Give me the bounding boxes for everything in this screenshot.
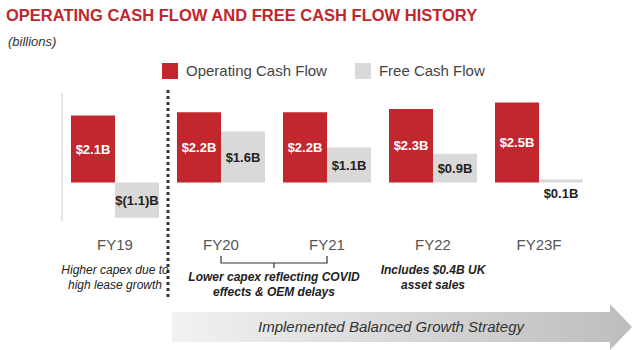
html-text:Includes $0.4B UK asset sales: Includes $0.4B UK asset sales: [380, 263, 486, 292]
svg-text:$0.9B: $0.9B: [438, 161, 473, 176]
html-text:Lower capex reflecting COVID e: Lower capex reflecting COVID effects & O…: [188, 270, 360, 299]
svg-text:$2.2B: $2.2B: [182, 140, 217, 155]
svg-text:$2.1B: $2.1B: [76, 142, 111, 157]
svg-text:FY23F: FY23F: [516, 236, 561, 253]
svg-text:$2.2B: $2.2B: [288, 140, 323, 155]
html-text:OPERATING CASH FLOW AND FREE C: OPERATING CASH FLOW AND FREE CASH FLOW H…: [6, 6, 478, 24]
html-text:Free Cash Flow: Free Cash Flow: [378, 62, 485, 79]
svg-text:FY19: FY19: [97, 236, 133, 253]
svg-text:FY21: FY21: [309, 236, 345, 253]
svg-text:$(1.1)B: $(1.1)B: [115, 193, 158, 208]
svg-text:FY20: FY20: [203, 236, 239, 253]
svg-text:$1.1B: $1.1B: [332, 158, 367, 173]
svg-text:$0.1B: $0.1B: [544, 186, 579, 201]
html-text:Operating Cash Flow: Operating Cash Flow: [186, 62, 327, 79]
svg-text:FY22: FY22: [415, 236, 451, 253]
html-text:(billions): (billions): [8, 34, 57, 49]
svg-text:$2.3B: $2.3B: [394, 138, 429, 153]
html-text:Higher capex due to high lease: Higher capex due to high lease growth: [61, 263, 169, 292]
svg-text:$2.5B: $2.5B: [500, 135, 535, 150]
html-text:Implemented Balanced Growth St: Implemented Balanced Growth Strategy: [258, 318, 524, 335]
svg-text:$1.6B: $1.6B: [226, 150, 261, 165]
